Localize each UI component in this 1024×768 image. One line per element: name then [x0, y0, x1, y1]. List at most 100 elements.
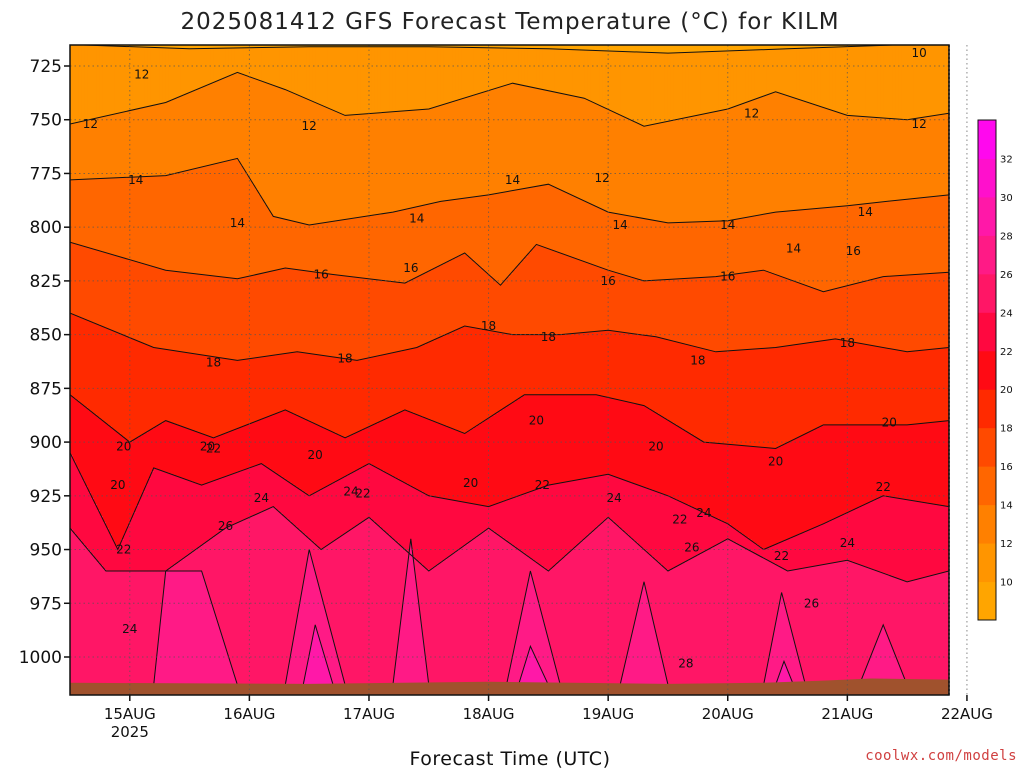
temperature-band-cell: [608, 474, 612, 519]
temperature-band-cell: [706, 349, 711, 443]
temperature-band-cell: [736, 531, 741, 545]
temperature-band-cell: [90, 248, 95, 323]
x-tick-label: 18AUG: [463, 705, 515, 723]
temperature-band-cell: [533, 334, 538, 395]
temperature-band-cell: [401, 350, 406, 411]
temperature-band-cell: [667, 222, 672, 280]
temperature-band-cell: [907, 45, 911, 120]
temperature-band-cell: [757, 546, 762, 556]
temperature-band-cell: [548, 184, 552, 250]
temperature-band-cell: [225, 160, 230, 278]
temperature-band-cell: [883, 424, 887, 497]
temperature-band-cell: [620, 479, 624, 530]
temperature-band-cell: [264, 509, 268, 695]
temperature-band-cell: [135, 261, 140, 341]
temperature-band-cell: [297, 222, 301, 270]
temperature-band-cell: [386, 534, 391, 695]
temperature-band-cell: [581, 478, 585, 541]
temperature-band-cell: [150, 45, 155, 48]
temperature-band-cell: [434, 46, 439, 107]
temperature-band-cell: [452, 199, 457, 259]
temperature-band-cell: [635, 217, 639, 279]
temperature-band-cell: [309, 224, 313, 272]
temperature-band-cell: [790, 45, 795, 49]
temperature-band-cell: [793, 536, 798, 570]
temperature-band-cell: [282, 515, 286, 695]
temperature-band-cell: [527, 45, 532, 49]
temperature-band-cell: [144, 176, 149, 265]
temperature-band-cell: [515, 548, 520, 695]
temperature-band-cell: [500, 192, 505, 284]
temperature-band-cell: [742, 217, 747, 273]
temperature-band-cell: [922, 197, 926, 274]
temperature-band-cell: [449, 332, 454, 429]
temperature-band-cell: [656, 561, 660, 695]
temperature-band-cell: [485, 45, 490, 48]
temperature-band-cell: [82, 12, 86, 45]
temperature-band-cell: [374, 214, 379, 280]
temperature-band-cell: [315, 491, 319, 546]
temperature-band-cell: [940, 272, 944, 349]
temperature-band-cell: [548, 334, 552, 395]
temperature-band-cell: [186, 170, 191, 273]
temperature-band-cell: [811, 566, 816, 695]
temperature-band-cell: [865, 116, 869, 204]
temperature-band-cell: [488, 47, 493, 91]
temperature-band-cell: [407, 411, 412, 486]
temperature-band-cell: [213, 356, 218, 438]
temperature-band-cell: [793, 45, 798, 49]
temperature-band-cell: [425, 271, 430, 343]
temperature-band-cell: [581, 261, 585, 333]
temperature-band-cell: [515, 45, 520, 49]
temperature-band-cell: [805, 530, 810, 568]
temperature-band-cell: [485, 529, 490, 695]
temperature-band-cell: [635, 484, 639, 543]
temperature-band-cell: [491, 47, 496, 90]
temperature-band-cell: [620, 45, 624, 52]
temperature-band-cell: [75, 467, 80, 538]
temperature-band-cell: [228, 160, 233, 278]
temperature-band-cell: [623, 401, 627, 481]
temperature-band-cell: [569, 49, 573, 96]
temperature-band-cell: [324, 428, 328, 487]
temperature-band-cell: [883, 496, 887, 574]
temperature-band-cell: [374, 356, 379, 424]
contour-label: 14: [128, 173, 143, 187]
temperature-band-cell: [889, 201, 893, 277]
temperature-band-cell: [838, 516, 842, 562]
temperature-band-cell: [841, 46, 845, 114]
temperature-band-cell: [727, 45, 732, 51]
temperature-band-cell: [623, 117, 627, 216]
temperature-band-cell: [126, 46, 131, 111]
temperature-band-cell: [491, 531, 496, 695]
temperature-band-cell: [608, 110, 612, 213]
temperature-band-cell: [93, 504, 98, 559]
temperature-band-cell: [635, 278, 639, 335]
temperature-band-cell: [799, 209, 804, 284]
temperature-band-cell: [542, 394, 546, 487]
temperature-band-cell: [829, 339, 833, 425]
temperature-band-cell: [105, 115, 110, 179]
temperature-band-cell: [664, 279, 669, 340]
temperature-band-cell: [449, 47, 454, 103]
temperature-band-cell: [449, 499, 454, 555]
temperature-band-cell: [569, 95, 573, 195]
temperature-band-cell: [736, 218, 741, 274]
temperature-band-cell: [653, 490, 657, 559]
temperature-band-cell: [697, 51, 702, 115]
temperature-band-cell: [563, 394, 567, 483]
temperature-band-cell: [551, 45, 555, 49]
warm-plume-fill: [303, 624, 334, 685]
temperature-band-cell: [697, 347, 702, 440]
contour-label: 20: [529, 414, 544, 428]
temperature-band-cell: [342, 534, 346, 695]
temperature-band-cell: [751, 552, 756, 695]
temperature-band-cell: [760, 214, 765, 271]
temperature-band-cell: [455, 47, 460, 101]
temperature-band-cell: [572, 45, 576, 50]
temperature-band-cell: [351, 218, 355, 277]
temperature-band-cell: [760, 45, 765, 50]
temperature-band-cell: [922, 577, 926, 695]
temperature-band-cell: [267, 209, 271, 272]
temperature-band-cell: [171, 173, 176, 272]
